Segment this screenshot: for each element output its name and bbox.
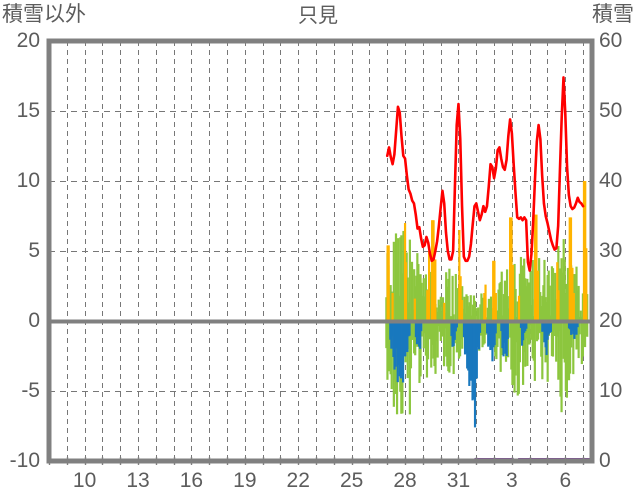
right-axis-title: 積雪 (592, 3, 634, 26)
bar-series-group (385, 181, 589, 428)
y-tick-left-5: 5 (28, 239, 40, 262)
horizontal-gridlines (49, 111, 592, 392)
y-tick-right-10: 10 (599, 379, 623, 402)
x-tick-22: 22 (286, 469, 310, 492)
y-tick-left-10: 10 (16, 169, 40, 192)
left-axis-title: 積雪以外 (2, 3, 86, 26)
x-tick-31: 31 (446, 469, 471, 492)
x-tick-13: 13 (126, 469, 150, 492)
x-tick-25: 25 (339, 469, 364, 492)
chart-title: 只見 (298, 5, 338, 27)
y-tick-right-40: 40 (599, 169, 623, 192)
x-tick-6: 6 (559, 469, 572, 492)
x-tick-marks (48, 457, 585, 465)
y-tick-left-0: 0 (28, 309, 40, 332)
y-tick-left--5: -5 (21, 379, 40, 402)
x-tick-3: 3 (506, 469, 518, 492)
y-tick-right-20: 20 (599, 309, 623, 332)
y-tick-right-30: 30 (599, 239, 623, 262)
y-tick-left-15: 15 (16, 99, 40, 122)
y-tick-right-60: 60 (599, 29, 623, 52)
plot-frame (46, 38, 595, 464)
x-tick-10: 10 (72, 469, 97, 492)
line-series-group (385, 76, 585, 272)
y-tick-right-50: 50 (599, 99, 623, 122)
x-tick-28: 28 (393, 469, 417, 492)
x-tick-19: 19 (233, 469, 257, 492)
y-tick-right-0: 0 (599, 449, 611, 472)
y-tick-left-20: 20 (16, 29, 40, 52)
y-tick-left--10: -10 (9, 449, 40, 472)
x-tick-16: 16 (179, 469, 204, 492)
